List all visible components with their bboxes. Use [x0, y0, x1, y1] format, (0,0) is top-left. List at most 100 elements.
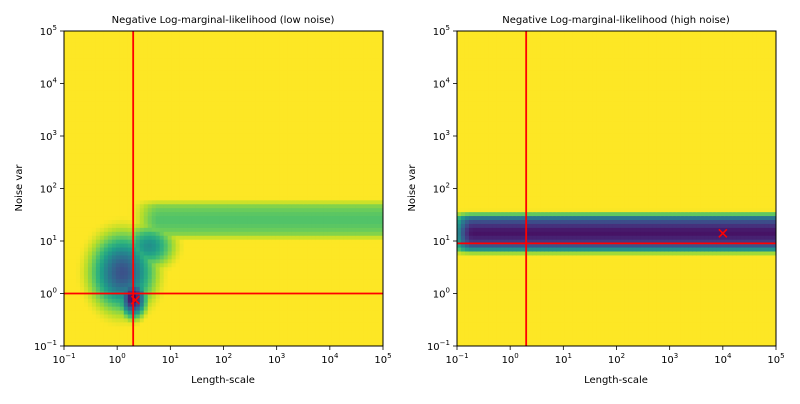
heatmap-cell	[143, 302, 149, 308]
heatmap-cell	[227, 294, 233, 300]
heatmap-cell	[75, 208, 81, 213]
heatmap-cell	[207, 129, 213, 134]
heatmap-cell	[287, 247, 292, 253]
heatmap-cell	[195, 338, 201, 343]
heatmap-cell	[215, 192, 221, 197]
heatmap-cell	[243, 50, 249, 56]
heatmap-cell	[195, 342, 201, 346]
heatmap-cell	[175, 164, 181, 170]
heatmap-cell	[275, 54, 280, 60]
heatmap-cell	[64, 302, 69, 308]
heatmap-cell	[99, 306, 105, 312]
heatmap-cell	[115, 97, 121, 103]
heatmap-cell	[195, 310, 201, 316]
heatmap-cell	[127, 338, 133, 343]
heatmap-cell	[183, 338, 189, 343]
heatmap-cell	[183, 117, 189, 123]
heatmap-cell	[71, 176, 77, 182]
heatmap-cell	[123, 220, 129, 225]
heatmap-cell	[231, 247, 237, 253]
heatmap-cell	[119, 200, 125, 205]
heatmap-cell	[211, 160, 217, 166]
heatmap-cell	[75, 275, 81, 280]
heatmap-cell	[64, 86, 69, 91]
heatmap-cell	[99, 279, 105, 284]
heatmap-cell	[231, 125, 237, 131]
heatmap-cell	[311, 113, 316, 119]
heatmap-cell	[287, 153, 292, 158]
heatmap-cell	[163, 283, 169, 288]
heatmap-cell	[175, 109, 181, 115]
heatmap-cell	[243, 46, 249, 52]
heatmap-cell	[267, 38, 272, 44]
heatmap-cell	[79, 279, 85, 284]
heatmap-cell	[71, 180, 77, 186]
heatmap-cell	[79, 168, 85, 174]
heatmap-cell	[283, 275, 288, 280]
heatmap-cell	[195, 62, 201, 68]
heatmap-cell	[235, 78, 241, 83]
heatmap-cell	[79, 94, 85, 99]
heatmap-cell	[283, 31, 288, 36]
heatmap-cell	[227, 231, 233, 237]
heatmap-cell	[231, 286, 237, 292]
heatmap-cell	[211, 314, 217, 320]
heatmap-cell	[247, 101, 253, 107]
heatmap-cell	[83, 286, 89, 292]
heatmap-cell	[151, 46, 157, 52]
heatmap-cell	[259, 90, 264, 95]
heatmap-cell	[183, 318, 189, 323]
heatmap-cell	[171, 302, 177, 308]
heatmap-cell	[163, 188, 169, 194]
heatmap-cell	[211, 164, 217, 170]
heatmap-cell	[191, 168, 197, 174]
heatmap-cell	[287, 125, 292, 131]
heatmap-cell	[295, 164, 300, 170]
heatmap-cell	[195, 259, 201, 264]
heatmap-cell	[135, 247, 141, 253]
heatmap-cell	[275, 318, 280, 323]
heatmap-cell	[287, 149, 292, 154]
heatmap-cell	[67, 38, 73, 44]
heatmap-cell	[143, 306, 149, 312]
heatmap-cell	[99, 200, 105, 205]
heatmap-cell	[271, 145, 276, 150]
heatmap-cell	[255, 157, 260, 162]
heatmap-cell	[307, 271, 312, 276]
heatmap-cell	[163, 239, 169, 245]
heatmap-cell	[123, 117, 129, 123]
heatmap-cell	[115, 259, 121, 264]
heatmap-cell	[271, 342, 276, 346]
heatmap-cell	[103, 86, 109, 91]
heatmap-cell	[247, 188, 253, 194]
heatmap-cell	[283, 50, 288, 56]
heatmap-cell	[183, 235, 189, 241]
heatmap-cell	[163, 46, 169, 52]
heatmap-cell	[64, 78, 69, 83]
heatmap-cell	[207, 109, 213, 115]
heatmap-cell	[307, 259, 312, 264]
heatmap-cell	[255, 239, 260, 245]
heatmap-cell	[139, 58, 145, 64]
heatmap-cell	[287, 283, 292, 288]
heatmap-cell	[135, 231, 141, 237]
heatmap-cell	[247, 82, 253, 87]
heatmap-cell	[87, 283, 93, 288]
heatmap-cell	[179, 66, 185, 71]
heatmap-cell	[223, 46, 229, 52]
heatmap-cell	[235, 149, 241, 154]
heatmap-cell	[163, 125, 169, 131]
heatmap-cell	[207, 153, 213, 158]
heatmap-cell	[175, 137, 181, 142]
heatmap-cell	[291, 82, 296, 87]
heatmap-cell	[127, 46, 133, 52]
heatmap-cell	[119, 46, 125, 52]
heatmap-cell	[295, 145, 300, 150]
heatmap-cell	[187, 101, 193, 107]
heatmap-cell	[283, 204, 288, 209]
heatmap-cell	[227, 157, 233, 162]
heatmap-cell	[111, 82, 117, 87]
heatmap-cell	[143, 38, 149, 44]
heatmap-cell	[103, 243, 109, 249]
heatmap-cell	[267, 338, 272, 343]
